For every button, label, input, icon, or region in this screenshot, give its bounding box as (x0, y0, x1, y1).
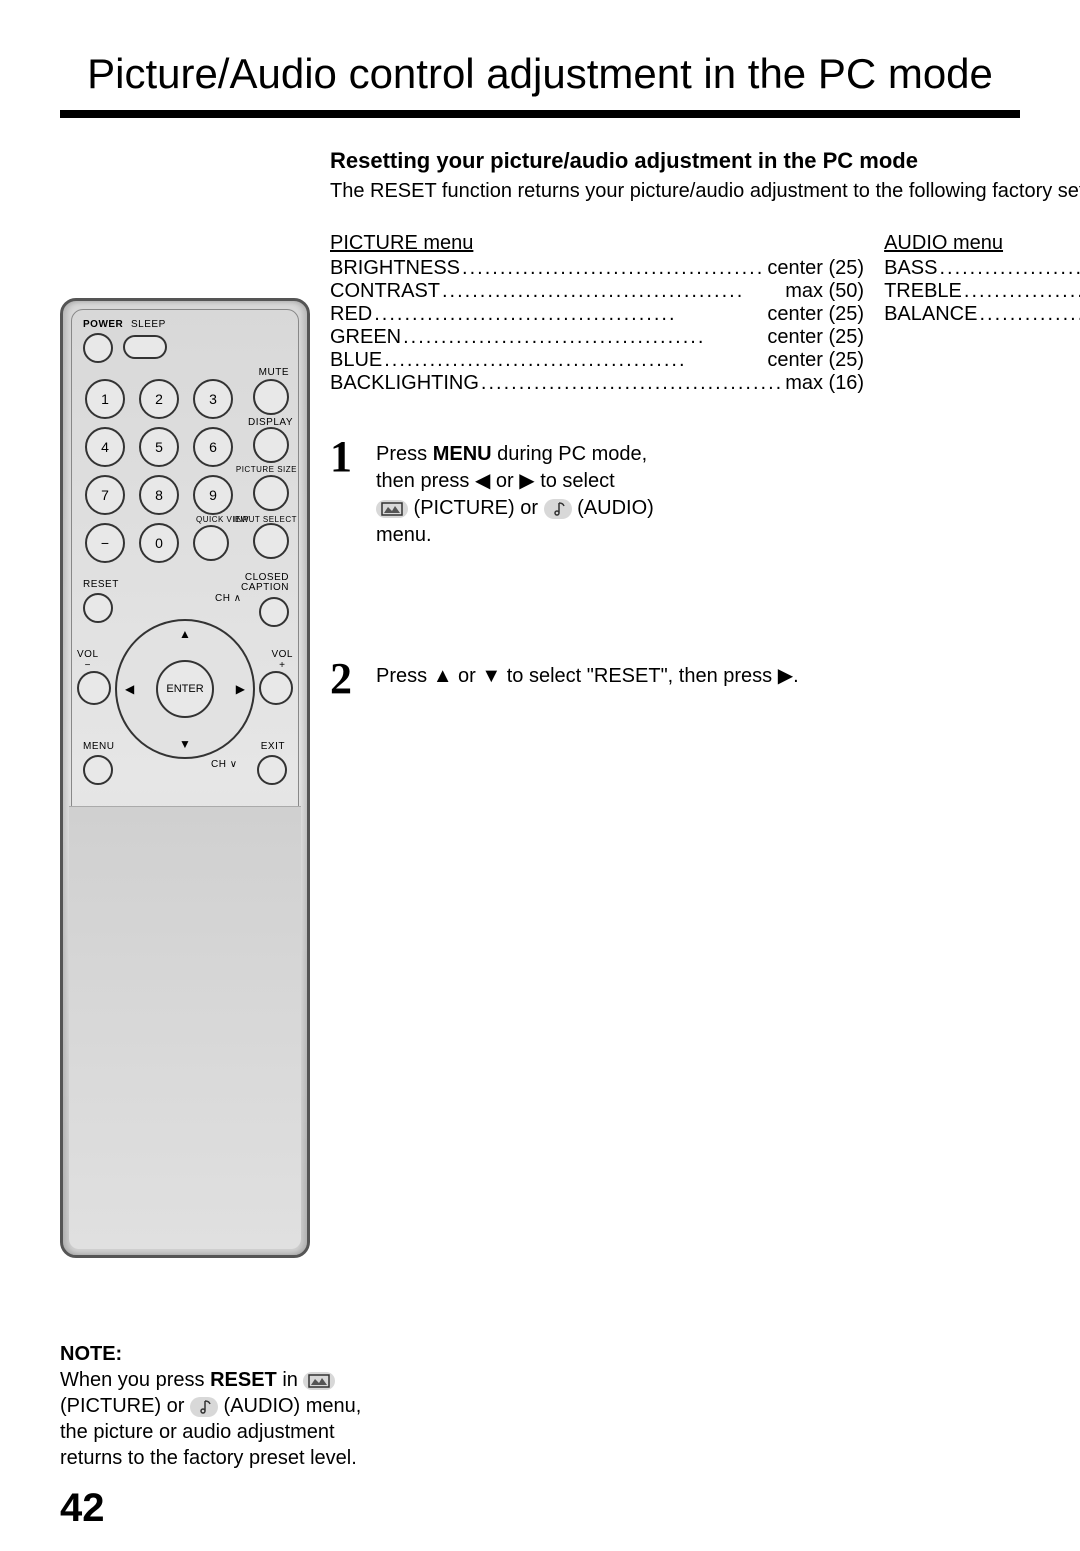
vol-plus-label: VOL + (271, 649, 293, 671)
page-title: Picture/Audio control adjustment in the … (0, 0, 1080, 110)
picture-row: CONTRASTmax (50) (330, 280, 864, 303)
up-arrow-icon: ▲ (433, 665, 453, 687)
step-2-text: Press ▲ or ▼ to select "RESET", then pre… (376, 657, 1080, 690)
picture-icon (303, 1372, 335, 1390)
num-9-button[interactable]: 9 (193, 475, 233, 515)
num-1-button[interactable]: 1 (85, 379, 125, 419)
left-column: POWER SLEEP MUTE DISPLAY PICTURE SIZE QU… (60, 148, 310, 1258)
content: POWER SLEEP MUTE DISPLAY PICTURE SIZE QU… (0, 148, 1080, 1258)
note-line-4: returns to the factory preset level. (60, 1445, 400, 1471)
num-4-button[interactable]: 4 (85, 427, 125, 467)
remote-control: POWER SLEEP MUTE DISPLAY PICTURE SIZE QU… (60, 298, 310, 1258)
audio-menu-title: AUDIO menu (884, 232, 1080, 255)
picture-row: BACKLIGHTINGmax (16) (330, 372, 864, 395)
picture-size-button[interactable] (253, 475, 289, 511)
down-arrow-icon: ▼ (481, 665, 501, 687)
picture-row: BLUEcenter (25) (330, 349, 864, 372)
power-button[interactable] (83, 333, 113, 363)
num-2-button[interactable]: 2 (139, 379, 179, 419)
sleep-label: SLEEP (131, 319, 166, 330)
page-number: 42 (60, 1486, 105, 1531)
dpad-left-arrow: ◀ (125, 682, 134, 696)
picture-row: REDcenter (25) (330, 303, 864, 326)
num-6-button[interactable]: 6 (193, 427, 233, 467)
dpad-down-arrow: ▼ (179, 737, 191, 751)
num-7-button[interactable]: 7 (85, 475, 125, 515)
audio-row: BASScenter (25) (884, 257, 1080, 280)
exit-label: EXIT (261, 741, 285, 752)
audio-icon (190, 1397, 218, 1417)
sleep-button[interactable] (123, 335, 167, 359)
dpad-up-arrow: ▲ (179, 627, 191, 641)
picture-menu-defaults: PICTURE menu BRIGHTNESScenter (25) CONTR… (330, 232, 864, 395)
display-button[interactable] (253, 427, 289, 463)
picture-row: GREENcenter (25) (330, 326, 864, 349)
mute-label: MUTE (259, 367, 289, 378)
note-line-2: (PICTURE) or (AUDIO) menu, (60, 1393, 400, 1419)
picture-row: BRIGHTNESScenter (25) (330, 257, 864, 280)
note-block: NOTE: When you press RESET in (PICTURE) … (60, 1341, 400, 1471)
audio-row: BALANCEcenter (0) (884, 303, 1080, 326)
closed-caption-button[interactable] (259, 597, 289, 627)
input-select-button[interactable] (253, 523, 289, 559)
remote-lower-panel (69, 806, 301, 1249)
picture-menu-title: PICTURE menu (330, 232, 864, 255)
ch-up-label: CH ∧ (215, 593, 242, 604)
default-settings: PICTURE menu BRIGHTNESScenter (25) CONTR… (330, 232, 1080, 395)
vol-down-button[interactable] (77, 671, 111, 705)
dpad-right-arrow: ▶ (236, 682, 245, 696)
right-arrow-icon: ▶ (778, 665, 793, 687)
step-1-number: 1 (330, 435, 360, 479)
audio-row: TREBLEcenter (25) (884, 280, 1080, 303)
exit-button[interactable] (257, 755, 287, 785)
num-8-button[interactable]: 8 (139, 475, 179, 515)
note-heading: NOTE: (60, 1341, 400, 1367)
title-rule (60, 110, 1020, 118)
note-line-1: When you press RESET in (60, 1367, 400, 1393)
enter-button[interactable]: ENTER (156, 660, 214, 718)
audio-icon (544, 499, 572, 519)
num-0-button[interactable]: 0 (139, 523, 179, 563)
vol-minus-label: VOL − (77, 649, 99, 671)
ch-down-label: CH ∨ (211, 759, 238, 770)
num-3-button[interactable]: 3 (193, 379, 233, 419)
dpad: ▲ ▼ ◀ ▶ ENTER (115, 619, 255, 759)
num-5-button[interactable]: 5 (139, 427, 179, 467)
mute-button[interactable] (253, 379, 289, 415)
power-label: POWER (83, 319, 123, 330)
picture-icon (376, 500, 408, 518)
closed-caption-label-2: CAPTION (241, 583, 289, 593)
dash-button[interactable]: − (85, 523, 125, 563)
step-1-text: Press MENU during PC mode, then press ◀ … (376, 441, 1077, 549)
reset-heading: Resetting your picture/audio adjustment … (330, 148, 1080, 174)
quick-view-button[interactable] (193, 525, 229, 561)
right-column: Resetting your picture/audio adjustment … (310, 148, 1080, 1258)
audio-menu-defaults: AUDIO menu BASScenter (25) TREBLEcenter … (884, 232, 1080, 395)
reset-label: RESET (83, 579, 119, 590)
menu-button[interactable] (83, 755, 113, 785)
vol-up-button[interactable] (259, 671, 293, 705)
left-arrow-icon: ◀ (475, 470, 490, 492)
note-line-3: the picture or audio adjustment (60, 1419, 400, 1445)
right-button-column (253, 379, 289, 563)
reset-intro: The RESET function returns your picture/… (330, 178, 1080, 204)
menu-label: MENU (83, 741, 114, 752)
step-2-number: 2 (330, 657, 360, 701)
step-1: 1 Press MENU during PC mode, then press … (330, 435, 1080, 637)
step-2: 2 Press ▲ or ▼ to select "RESET", then p… (330, 657, 1080, 701)
right-arrow-icon: ▶ (519, 470, 534, 492)
reset-button[interactable] (83, 593, 113, 623)
